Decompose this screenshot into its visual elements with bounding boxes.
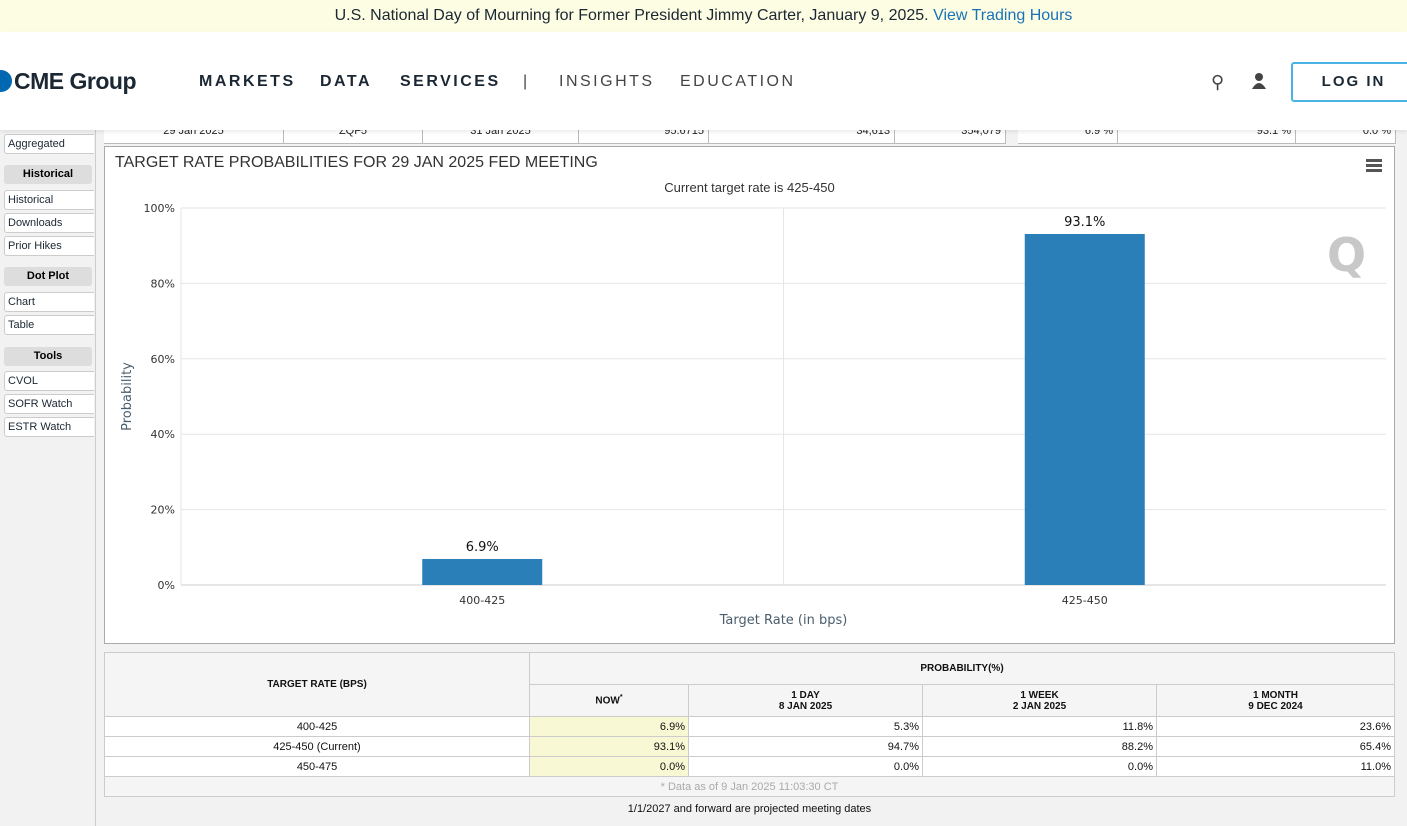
x-tick-label: 425-450: [1062, 594, 1108, 607]
value-cell: 23.6%: [1156, 716, 1395, 737]
sidebar-aggregated[interactable]: Aggregated: [4, 134, 94, 154]
y-tick-label: 20%: [151, 504, 175, 517]
nav-insights[interactable]: INSIGHTS: [559, 73, 655, 90]
x-axis-title: Target Rate (in bps): [719, 613, 848, 628]
nav-education[interactable]: EDUCATION: [680, 73, 796, 90]
site-header: CME Group MARKETS DATA SERVICES | INSIGH…: [0, 32, 1407, 130]
x-tick-label: 400-425: [459, 594, 505, 607]
value-cell: 0.0%: [688, 756, 923, 777]
nav-data[interactable]: DATA: [320, 73, 373, 90]
cell: 93.1 %: [1118, 130, 1296, 144]
banner-text: U.S. National Day of Mourning for Former…: [334, 7, 929, 24]
cell: ZQF5: [284, 130, 423, 144]
y-axis-title: Probability: [120, 362, 135, 431]
table-row: 400-425 6.9% 5.3% 11.8% 23.6%: [104, 716, 1395, 737]
header-1-day: 1 DAY 8 JAN 2025: [688, 684, 923, 717]
header-target-rate: TARGET RATE (BPS): [104, 652, 530, 717]
sidebar-heading-tools: Tools: [4, 347, 92, 366]
value-cell: 93.1%: [529, 736, 689, 757]
nav-services[interactable]: SERVICES: [400, 73, 501, 90]
cme-logo[interactable]: CME Group: [0, 68, 137, 95]
logo-text: CME Group: [14, 68, 137, 94]
search-icon[interactable]: ⚲: [1211, 72, 1225, 92]
sidebar-sofr-watch[interactable]: SOFR Watch: [4, 394, 94, 414]
probability-table: TARGET RATE (BPS) PROBABILITY(%) NOW* 1 …: [104, 652, 1395, 797]
y-tick-label: 60%: [151, 353, 175, 366]
header-1-month: 1 MONTH 9 DEC 2024: [1156, 684, 1395, 717]
globe-icon: [0, 70, 12, 92]
sidebar-chart[interactable]: Chart: [4, 292, 94, 312]
y-tick-label: 0%: [158, 579, 175, 592]
value-cell: 88.2%: [922, 736, 1157, 757]
y-tick-label: 40%: [151, 428, 175, 441]
view-trading-hours-link[interactable]: View Trading Hours: [933, 7, 1073, 24]
value-cell: 11.8%: [922, 716, 1157, 737]
y-tick-label: 100%: [144, 202, 175, 215]
nav-markets[interactable]: MARKETS: [199, 73, 296, 90]
cell: 29 Jan 2025: [104, 130, 284, 144]
value-cell: 65.4%: [1156, 736, 1395, 757]
header-1-week: 1 WEEK 2 JAN 2025: [922, 684, 1157, 717]
announcement-banner: U.S. National Day of Mourning for Former…: [0, 0, 1407, 32]
rate-cell: 425-450 (Current): [104, 736, 530, 757]
meeting-summary-row: 29 Jan 2025 ZQF5 31 Jan 2025 95.6715 34,…: [104, 130, 1396, 144]
bar-chart: 0% 20% 40% 60% 80% 100% 6.9% 400-425 93.1% 425-45…: [120, 202, 1386, 628]
value-cell: 0.0%: [922, 756, 1157, 777]
sidebar-estr-watch[interactable]: ESTR Watch: [4, 417, 94, 437]
header-probability: PROBABILITY(%): [529, 652, 1395, 685]
chart-menu-icon[interactable]: [1366, 159, 1382, 174]
data-label: 93.1%: [1064, 215, 1105, 230]
value-cell: 5.3%: [688, 716, 923, 737]
rate-cell: 400-425: [104, 716, 530, 737]
bar-400-425: [422, 558, 543, 585]
sidebar-downloads[interactable]: Downloads: [4, 213, 94, 233]
data-label: 6.9%: [466, 540, 499, 555]
quikstrike-watermark-icon: Q: [1327, 228, 1366, 282]
cell: 6.9 %: [1018, 130, 1118, 144]
value-cell: 11.0%: [1156, 756, 1395, 777]
sidebar-heading-historical: Historical: [4, 165, 92, 184]
login-button[interactable]: LOG IN: [1291, 62, 1407, 102]
header-now: NOW*: [529, 684, 689, 717]
projected-dates-note: 1/1/2027 and forward are projected meeti…: [627, 803, 872, 815]
nav-divider: |: [523, 73, 530, 90]
cell: 31 Jan 2025: [423, 130, 579, 144]
bar-425-450: [1024, 234, 1145, 585]
cell: 95.6715: [579, 130, 709, 144]
sidebar-historical[interactable]: Historical: [4, 190, 94, 210]
cell: 354,079: [895, 130, 1006, 144]
sidebar-heading-dot-plot: Dot Plot: [4, 267, 92, 286]
sidebar: Aggregated Historical Historical Downloa…: [0, 130, 96, 826]
value-cell: 6.9%: [529, 716, 689, 737]
user-icon[interactable]: [1251, 72, 1267, 95]
chart-subtitle: Current target rate is 425-450: [664, 180, 835, 195]
sidebar-prior-hikes[interactable]: Prior Hikes: [4, 236, 94, 256]
sidebar-cvol[interactable]: CVOL: [4, 371, 94, 391]
data-timestamp-note: * Data as of 9 Jan 2025 11:03:30 CT: [104, 776, 1395, 797]
chart-panel: TARGET RATE PROBABILITIES FOR 29 JAN 202…: [104, 146, 1395, 644]
value-cell: 94.7%: [688, 736, 923, 757]
table-row: 425-450 (Current) 93.1% 94.7% 88.2% 65.4%: [104, 736, 1395, 757]
sidebar-table[interactable]: Table: [4, 315, 94, 335]
value-cell: 0.0%: [529, 756, 689, 777]
cell: 34,613: [709, 130, 895, 144]
cell: 0.0 %: [1296, 130, 1396, 144]
chart-title: TARGET RATE PROBABILITIES FOR 29 JAN 202…: [115, 154, 598, 171]
table-row: 450-475 0.0% 0.0% 0.0% 11.0%: [104, 756, 1395, 777]
rate-cell: 450-475: [104, 756, 530, 777]
y-tick-label: 80%: [151, 277, 175, 290]
